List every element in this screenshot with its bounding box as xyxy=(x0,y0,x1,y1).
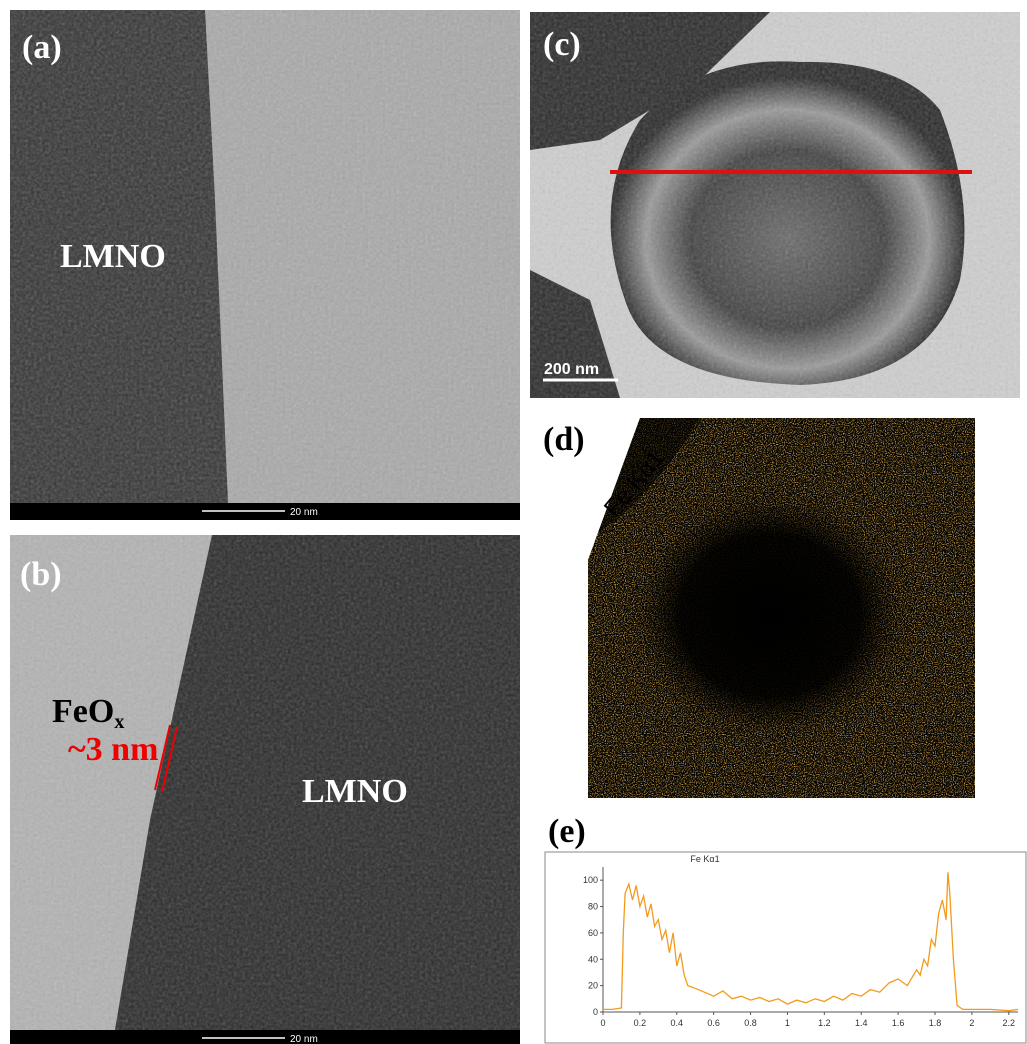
x-tick-label: 2 xyxy=(969,1018,974,1028)
coating-formula: FeO xyxy=(52,693,114,730)
panel-a: 20 nm (a) LMNO xyxy=(10,10,520,520)
panel-label: (c) xyxy=(543,26,581,63)
y-tick-label: 0 xyxy=(593,1007,598,1017)
x-tick-label: 1.6 xyxy=(892,1018,905,1028)
chart-frame xyxy=(545,852,1026,1043)
x-tick-label: 0.8 xyxy=(744,1018,757,1028)
scale-strip xyxy=(10,1030,520,1044)
x-tick-label: 0.4 xyxy=(671,1018,684,1028)
material-label: LMNO xyxy=(302,773,408,810)
y-tick-label: 80 xyxy=(588,902,598,912)
panel-label: (b) xyxy=(20,556,62,593)
panel-label: (a) xyxy=(22,29,62,66)
material-label: LMNO xyxy=(60,238,166,275)
x-tick-label: 0.2 xyxy=(634,1018,647,1028)
panel-label: (d) xyxy=(543,421,585,458)
x-tick-label: 1.4 xyxy=(855,1018,868,1028)
scale-label: 200 nm xyxy=(544,361,599,378)
scale-label: 20 nm xyxy=(290,507,318,518)
scale-label: 20 nm xyxy=(290,1034,318,1044)
y-tick-label: 20 xyxy=(588,981,598,991)
panel-b: 20 nm (b) FeOx ~3 nm LMNO xyxy=(10,535,520,1044)
coating-label: FeOx xyxy=(52,693,124,733)
x-tick-label: 0 xyxy=(600,1018,605,1028)
texture xyxy=(10,535,520,1030)
x-tick-label: 1.2 xyxy=(818,1018,831,1028)
panel-c: 200 nm (c) xyxy=(530,12,1020,398)
panel-d: (d) Fe Kα1 xyxy=(543,418,975,798)
x-tick-label: 2.2 xyxy=(1003,1018,1016,1028)
y-tick-label: 60 xyxy=(588,928,598,938)
x-tick-label: 0.6 xyxy=(707,1018,720,1028)
texture xyxy=(530,12,1020,398)
coating-subscript: x xyxy=(114,711,124,733)
particle-core xyxy=(620,475,920,745)
y-tick-label: 100 xyxy=(583,875,598,885)
panel-e: (e) Fe Kα1 0 20 40 60 80 100 0 0.2 0.4 0.6 0.8 1 1.2… xyxy=(545,813,1026,1043)
figure: 20 nm (a) LMNO 20 nm (b) FeOx ~3 nm LMNO… xyxy=(0,0,1027,1044)
x-tick-label: 1.8 xyxy=(929,1018,942,1028)
chart-title: Fe Kα1 xyxy=(690,854,719,864)
y-tick-label: 40 xyxy=(588,954,598,964)
thickness-label: ~3 nm xyxy=(68,731,158,768)
panel-label: (e) xyxy=(548,813,586,850)
x-tick-label: 1 xyxy=(785,1018,790,1028)
